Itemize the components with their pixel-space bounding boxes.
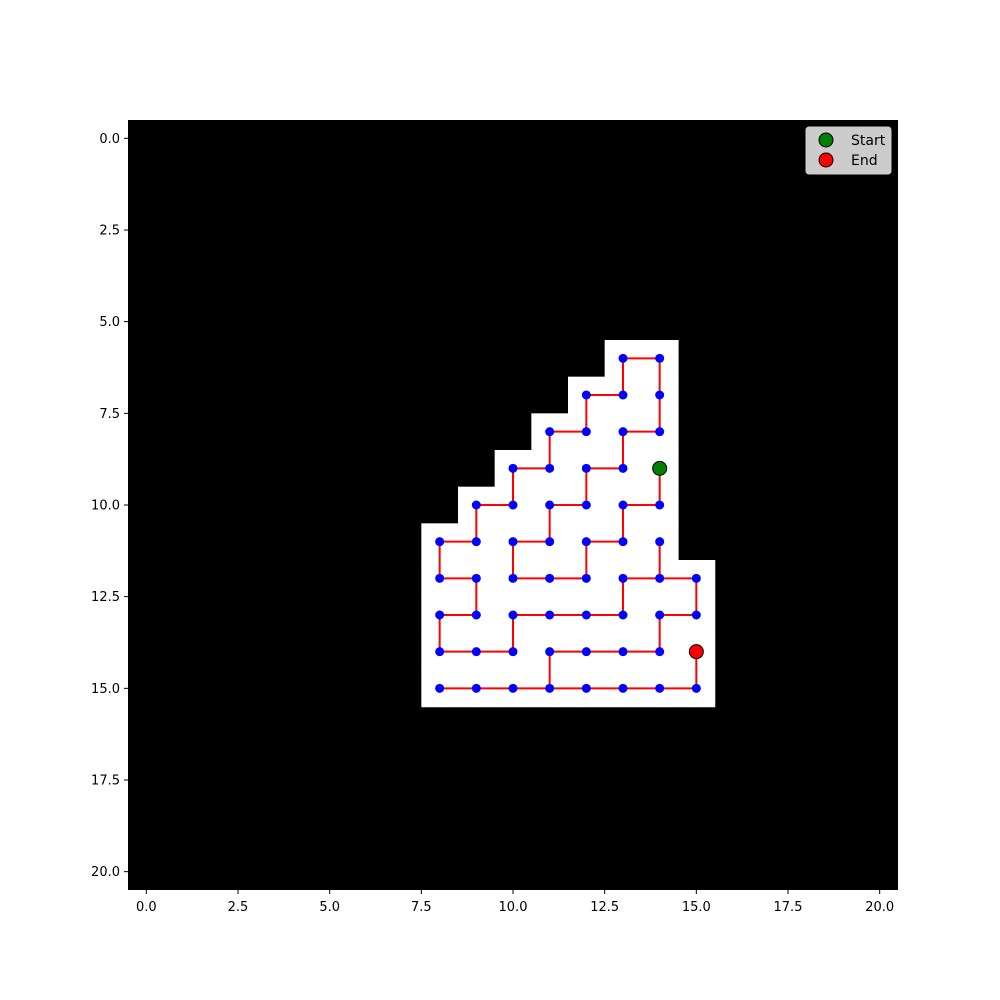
x-tick-label: 7.5 <box>411 900 432 915</box>
x-tick-label: 0.0 <box>136 900 157 915</box>
maze-node <box>691 573 701 583</box>
y-tick-label: 12.5 <box>91 590 120 605</box>
maze-node <box>435 647 445 657</box>
maze-node <box>508 647 518 657</box>
maze-node <box>618 537 628 547</box>
maze-node <box>581 610 591 620</box>
y-tick-label: 17.5 <box>91 774 120 789</box>
maze-node <box>435 610 445 620</box>
maze-node <box>545 500 555 510</box>
maze-node <box>581 683 591 693</box>
maze-node <box>581 390 591 400</box>
start-marker <box>652 460 668 476</box>
legend-start-label: Start <box>851 133 886 149</box>
end-marker <box>688 644 704 660</box>
x-axis: 0.0 2.5 5.0 7.5 10.0 12.5 15.0 17.5 20.0 <box>136 890 894 915</box>
x-tick-label: 17.5 <box>774 900 803 915</box>
maze-node <box>471 647 481 657</box>
maze-node <box>618 427 628 437</box>
maze-node <box>691 683 701 693</box>
legend: Start End <box>805 126 892 175</box>
maze-node <box>618 463 628 473</box>
maze-node <box>508 573 518 583</box>
maze-node <box>545 537 555 547</box>
maze-node <box>581 463 591 473</box>
x-tick-label: 10.0 <box>499 900 528 915</box>
maze-node <box>545 463 555 473</box>
maze-node <box>435 573 445 583</box>
maze-node <box>655 427 665 437</box>
y-tick-label: 5.0 <box>99 315 120 330</box>
maze-node <box>508 610 518 620</box>
maze-node <box>655 573 665 583</box>
maze-node <box>581 573 591 583</box>
maze-node <box>508 683 518 693</box>
y-tick-label: 0.0 <box>99 132 120 147</box>
maze-node <box>545 427 555 437</box>
y-axis: 0.0 2.5 5.0 7.5 10.0 12.5 15.0 17.5 20.0 <box>91 132 128 880</box>
maze-node <box>545 647 555 657</box>
maze-node <box>618 390 628 400</box>
x-tick-label: 2.5 <box>228 900 249 915</box>
maze-node <box>508 537 518 547</box>
maze-node <box>581 427 591 437</box>
x-tick-label: 20.0 <box>865 900 894 915</box>
y-tick-label: 10.0 <box>91 499 120 514</box>
maze-node <box>655 647 665 657</box>
maze-node <box>471 500 481 510</box>
maze-node <box>581 647 591 657</box>
maze-node <box>435 537 445 547</box>
maze-node <box>655 390 665 400</box>
maze-node <box>618 647 628 657</box>
maze-node <box>691 610 701 620</box>
maze-node <box>471 683 481 693</box>
x-tick-label: 15.0 <box>682 900 711 915</box>
y-tick-label: 15.0 <box>91 682 120 697</box>
y-tick-label: 20.0 <box>91 865 120 880</box>
maze-node <box>508 500 518 510</box>
maze-node <box>655 683 665 693</box>
maze-node <box>471 573 481 583</box>
maze-node <box>545 610 555 620</box>
maze-node <box>471 610 481 620</box>
maze-node <box>471 537 481 547</box>
maze-node <box>655 500 665 510</box>
y-tick-label: 7.5 <box>99 407 120 422</box>
legend-end-label: End <box>851 153 878 169</box>
maze-node <box>581 500 591 510</box>
legend-end-marker <box>818 152 834 168</box>
maze-node <box>655 537 665 547</box>
maze-node <box>655 610 665 620</box>
maze-node <box>545 573 555 583</box>
maze-node <box>618 353 628 363</box>
x-tick-label: 12.5 <box>590 900 619 915</box>
y-tick-label: 2.5 <box>99 224 120 239</box>
maze-node <box>545 683 555 693</box>
x-tick-label: 5.0 <box>319 900 340 915</box>
plot-area <box>128 120 898 890</box>
maze-node <box>618 500 628 510</box>
maze-node <box>618 683 628 693</box>
maze-node <box>655 353 665 363</box>
maze-node <box>618 573 628 583</box>
legend-start-marker <box>818 132 834 148</box>
maze-node <box>508 463 518 473</box>
maze-node <box>581 537 591 547</box>
maze-node <box>618 610 628 620</box>
maze-node <box>435 683 445 693</box>
